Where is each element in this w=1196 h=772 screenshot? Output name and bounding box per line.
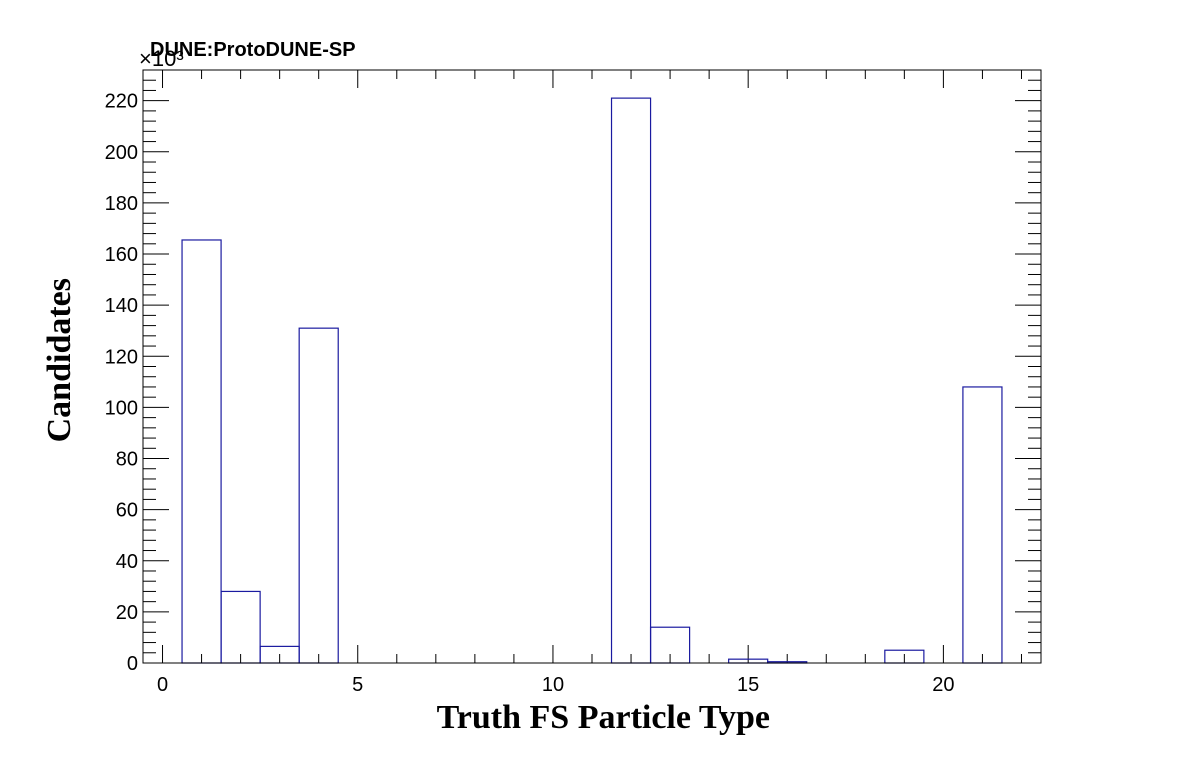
y-tick-label: 200 (105, 142, 138, 164)
y-tick-label: 80 (116, 449, 138, 471)
chart-title: DUNE:ProtoDUNE-SP (150, 39, 356, 61)
y-tick-label: 160 (105, 244, 138, 266)
y-tick-label: 60 (116, 500, 138, 522)
y-tick-label: 0 (127, 653, 138, 675)
histogram-bin (181, 239, 222, 664)
x-tick-label: 5 (352, 674, 363, 696)
axis-ticks (143, 69, 1041, 664)
y-tick-label: 180 (105, 193, 138, 215)
y-tick-label: 20 (116, 602, 138, 624)
y-tick-label: 120 (105, 346, 138, 368)
x-axis-title: Truth FS Particle Type (437, 699, 770, 736)
tick-labels: 0 20 40 60 80 100 120 140 160 180 200 220 0 5 10 15 20 (105, 91, 955, 696)
y-tick-label: 100 (105, 397, 138, 419)
plot-frame (142, 69, 1042, 664)
histogram-bin (220, 590, 261, 664)
histogram-bin (610, 97, 652, 664)
histogram-bin (962, 386, 1003, 664)
y-tick-label: 220 (105, 91, 138, 113)
histogram-bin (298, 327, 339, 664)
x-tick-label: 10 (542, 674, 564, 696)
y-tick-label: 140 (105, 295, 138, 317)
histogram-bins (181, 97, 1003, 664)
x-tick-label: 15 (737, 674, 759, 696)
x-tick-label: 20 (932, 674, 954, 696)
y-axis-title: Candidates (41, 278, 78, 442)
x-tick-label: 0 (157, 674, 168, 696)
y-multiplier-label: ×10³ (139, 46, 184, 71)
y-tick-label: 40 (116, 551, 138, 573)
